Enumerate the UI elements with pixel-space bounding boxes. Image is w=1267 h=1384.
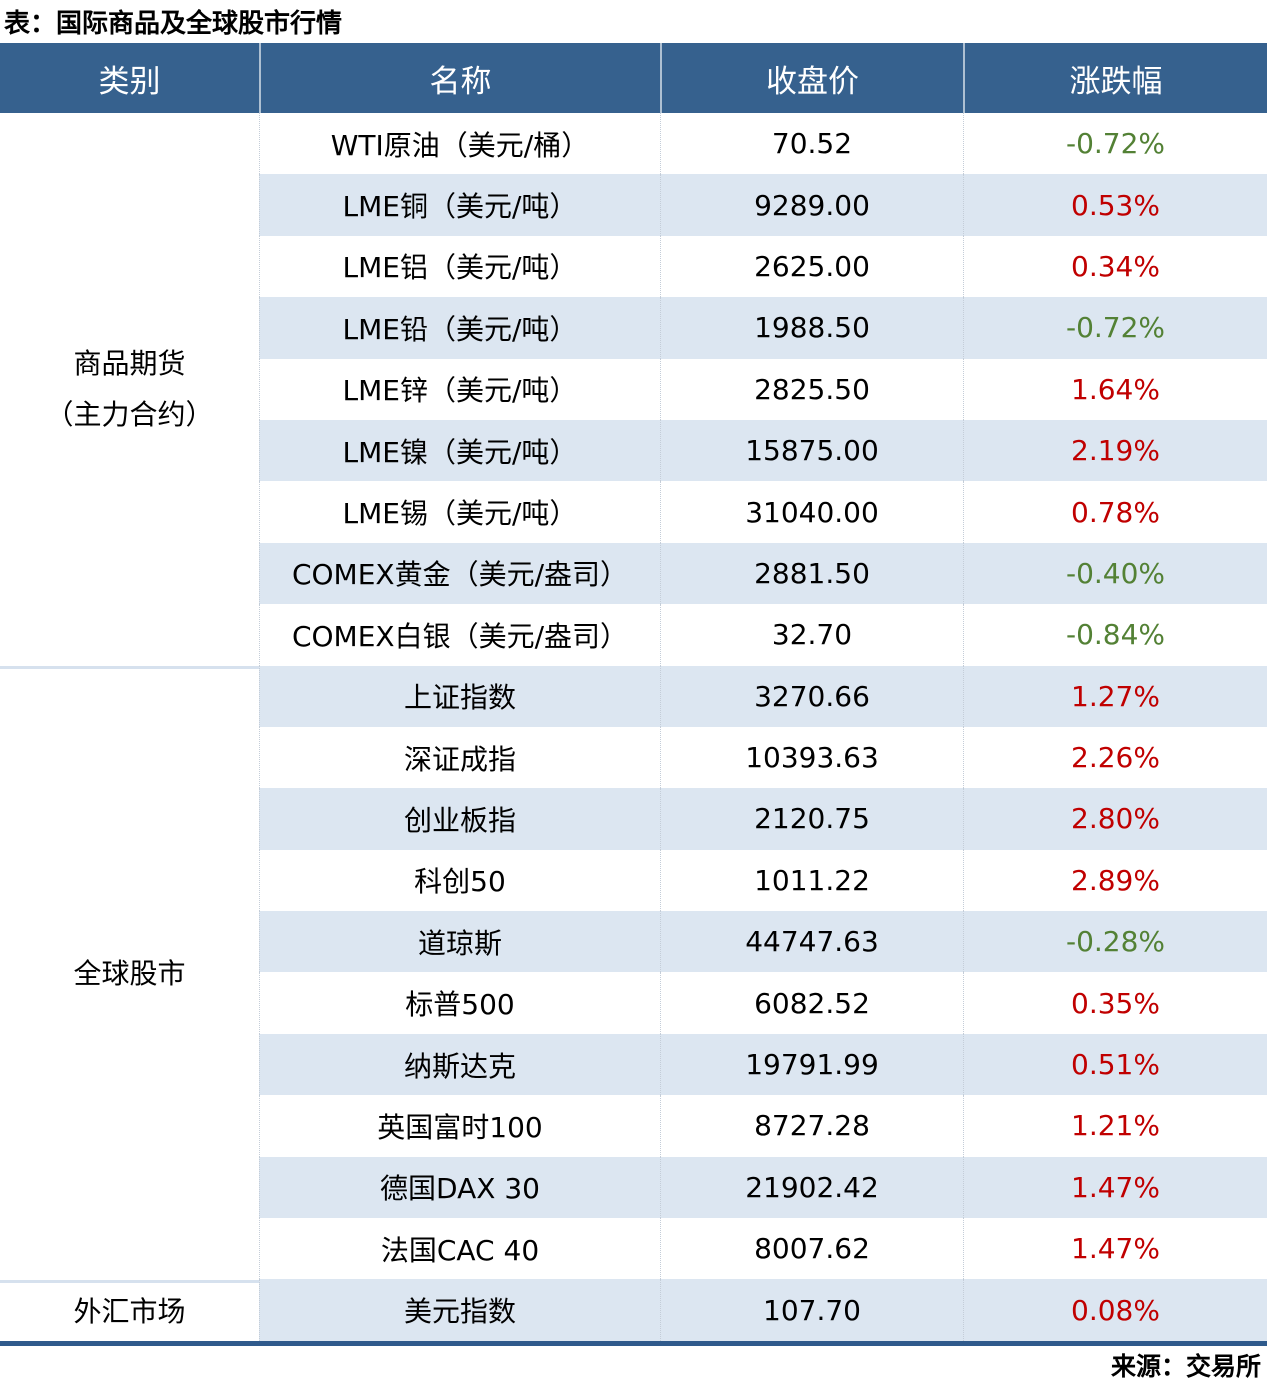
name-cell: 道琼斯 (259, 911, 660, 973)
table-row: LME锡（美元/吨） 31040.00 0.78% (259, 481, 1267, 543)
table-row: 深证成指 10393.63 2.26% (259, 726, 1267, 789)
category-label-line: 全球股市 (73, 957, 186, 991)
name-cell: LME铅（美元/吨） (259, 297, 660, 359)
source-label: 来源：交易所 (1110, 1352, 1261, 1381)
close-price-cell: 6082.52 (660, 972, 963, 1034)
close-price-cell: 2625.00 (660, 235, 963, 298)
category-cell: 外汇市场 (0, 1279, 259, 1341)
change-percent-cell: 0.53% (963, 174, 1267, 236)
close-price-cell: 44747.63 (660, 911, 963, 973)
table-row: 法国CAC 40 8007.62 1.47% (259, 1218, 1267, 1280)
header-cell-name: 名称 (259, 43, 660, 113)
name-cell: 标普500 (259, 972, 660, 1034)
change-percent-cell: -0.72% (963, 297, 1267, 359)
category-cell: 全球股市 (0, 665, 259, 1280)
table-row: 道琼斯 44747.63 -0.28% (259, 911, 1267, 973)
category-label-line: （主力合约） (45, 398, 214, 432)
change-percent-cell: 2.19% (963, 419, 1267, 482)
change-percent-cell: 1.64% (963, 358, 1267, 420)
name-cell: 纳斯达克 (259, 1033, 660, 1096)
change-percent-cell: -0.28% (963, 911, 1267, 973)
table-row: WTI原油（美元/桶） 70.52 -0.72% (259, 113, 1267, 175)
change-percent-cell: 0.35% (963, 972, 1267, 1034)
change-percent-cell: 1.27% (963, 665, 1267, 727)
name-cell: 深证成指 (259, 726, 660, 789)
name-cell: LME锡（美元/吨） (259, 481, 660, 543)
close-price-cell: 21902.42 (660, 1156, 963, 1219)
table-row: 纳斯达克 19791.99 0.51% (259, 1033, 1267, 1096)
close-price-cell: 2120.75 (660, 788, 963, 850)
close-price-cell: 1011.22 (660, 849, 963, 912)
table-header-row: 类别 名称 收盘价 涨跌幅 (0, 43, 1267, 113)
name-cell: 法国CAC 40 (259, 1218, 660, 1280)
category-cell: 商品期货 （主力合约） (0, 113, 259, 666)
change-percent-cell: -0.72% (963, 113, 1267, 175)
name-cell: 科创50 (259, 849, 660, 912)
name-cell: COMEX黄金（美元/盎司） (259, 542, 660, 605)
change-percent-cell: -0.84% (963, 604, 1267, 666)
category-column: 商品期货 （主力合约） 全球股市外汇市场 (0, 113, 259, 1341)
name-cell: LME锌（美元/吨） (259, 358, 660, 420)
change-percent-cell: 1.47% (963, 1218, 1267, 1280)
name-cell: 英国富时100 (259, 1095, 660, 1157)
change-percent-cell: 0.51% (963, 1033, 1267, 1096)
name-cell: 德国DAX 30 (259, 1156, 660, 1219)
change-percent-cell: 0.78% (963, 481, 1267, 543)
table-row: 英国富时100 8727.28 1.21% (259, 1095, 1267, 1157)
table-row: COMEX黄金（美元/盎司） 2881.50 -0.40% (259, 542, 1267, 605)
change-percent-cell: 1.21% (963, 1095, 1267, 1157)
table-row: LME镍（美元/吨） 15875.00 2.19% (259, 419, 1267, 482)
table-row: 创业板指 2120.75 2.80% (259, 788, 1267, 850)
page-title: 表：国际商品及全球股市行情 (4, 9, 343, 39)
name-cell: 美元指数 (259, 1279, 660, 1341)
table-row: LME铜（美元/吨） 9289.00 0.53% (259, 174, 1267, 236)
table-row: LME铝（美元/吨） 2625.00 0.34% (259, 235, 1267, 298)
close-price-cell: 2881.50 (660, 542, 963, 605)
close-price-cell: 2825.50 (660, 358, 963, 420)
name-cell: LME镍（美元/吨） (259, 419, 660, 482)
close-price-cell: 32.70 (660, 604, 963, 666)
close-price-cell: 1988.50 (660, 297, 963, 359)
name-cell: 创业板指 (259, 788, 660, 850)
market-table: 类别 名称 收盘价 涨跌幅 商品期货 （主力合约） 全球股市外汇市场 WTI原油（美元/桶… (0, 43, 1267, 1346)
header-cell-close: 收盘价 (660, 43, 963, 113)
change-percent-cell: 0.08% (963, 1279, 1267, 1341)
header-cell-change: 涨跌幅 (963, 43, 1267, 113)
close-price-cell: 9289.00 (660, 174, 963, 236)
change-percent-cell: 2.89% (963, 849, 1267, 912)
header-cell-category: 类别 (98, 63, 161, 100)
name-cell: 上证指数 (259, 665, 660, 727)
table-bottom-border (0, 1341, 1267, 1346)
close-price-cell: 8727.28 (660, 1095, 963, 1157)
table-row: LME锌（美元/吨） 2825.50 1.64% (259, 358, 1267, 420)
close-price-cell: 10393.63 (660, 726, 963, 789)
name-cell: COMEX白银（美元/盎司） (259, 604, 660, 666)
table-row: LME铅（美元/吨） 1988.50 -0.72% (259, 297, 1267, 359)
close-price-cell: 3270.66 (660, 665, 963, 727)
close-price-cell: 31040.00 (660, 481, 963, 543)
change-percent-cell: 1.47% (963, 1156, 1267, 1219)
change-percent-cell: 0.34% (963, 235, 1267, 298)
table-row: 美元指数 107.70 0.08% (259, 1279, 1267, 1341)
table-row: 德国DAX 30 21902.42 1.47% (259, 1156, 1267, 1219)
close-price-cell: 70.52 (660, 113, 963, 175)
table-row: COMEX白银（美元/盎司） 32.70 -0.84% (259, 604, 1267, 666)
change-percent-cell: 2.80% (963, 788, 1267, 850)
close-price-cell: 8007.62 (660, 1218, 963, 1280)
table-row: 标普500 6082.52 0.35% (259, 972, 1267, 1034)
table-row: 科创50 1011.22 2.89% (259, 849, 1267, 912)
change-percent-cell: -0.40% (963, 542, 1267, 605)
table-body: 商品期货 （主力合约） 全球股市 外汇市场 WTI原油（美元/桶） 70.52 -0.72… (0, 113, 1267, 1341)
category-label-line: 外汇市场 (73, 1294, 186, 1328)
change-percent-cell: 2.26% (963, 726, 1267, 789)
close-price-cell: 15875.00 (660, 419, 963, 482)
category-label-line: 商品期货 (73, 346, 186, 380)
close-price-cell: 19791.99 (660, 1033, 963, 1096)
name-cell: LME铜（美元/吨） (259, 174, 660, 236)
close-price-cell: 107.70 (660, 1279, 963, 1341)
name-cell: WTI原油（美元/桶） (259, 113, 660, 175)
name-cell: LME铝（美元/吨） (259, 235, 660, 298)
table-row: 上证指数 3270.66 1.27% (259, 665, 1267, 727)
